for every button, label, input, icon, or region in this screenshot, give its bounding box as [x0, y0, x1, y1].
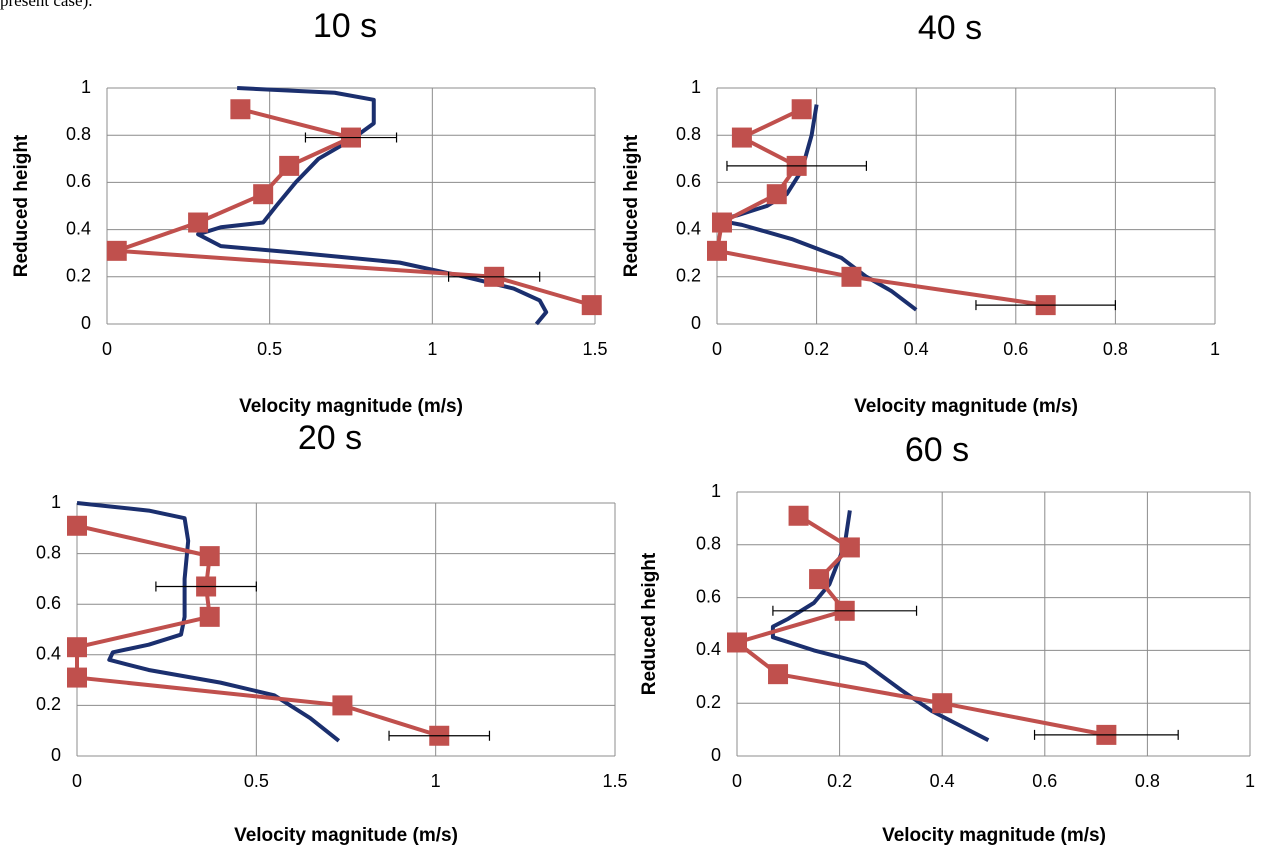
marker [67, 515, 87, 536]
y-tick-label: 0.6 [66, 171, 91, 191]
y-tick-label: 0.4 [696, 639, 721, 659]
error-bar [975, 300, 1116, 311]
marker [707, 240, 727, 261]
y-tick-label: 0.2 [66, 266, 91, 286]
error-bar [448, 271, 541, 282]
y-tick-label: 0.8 [696, 534, 721, 554]
y-axis-label: Reduced height [639, 552, 660, 695]
y-tick-label: 1 [81, 77, 91, 97]
x-tick-label: 0.8 [1103, 339, 1128, 359]
marker [766, 184, 787, 205]
y-tick-label: 0.8 [66, 124, 91, 144]
error-bar [388, 730, 491, 741]
x-tick-label: 0.4 [904, 339, 929, 359]
marker [731, 127, 752, 148]
marker [711, 212, 732, 233]
y-axis-label: Reduced height [621, 134, 642, 277]
chart-title: 40 s [918, 9, 982, 47]
model-curve [76, 501, 341, 743]
model-curve [770, 510, 990, 742]
y-tick-label: 0 [81, 313, 91, 333]
x-tick-label: 1 [431, 771, 441, 791]
x-tick-label: 0.5 [244, 771, 269, 791]
caption: present case). [0, 0, 93, 10]
subplot: 40 s Velocity magnitude (m/s) Reduced heig… [621, 9, 1220, 417]
marker [253, 184, 274, 205]
marker [332, 695, 353, 716]
marker [67, 667, 87, 688]
y-tick-label: 0 [691, 313, 701, 333]
y-tick-label: 0.2 [36, 694, 61, 714]
x-tick-label: 0 [102, 339, 112, 359]
y-tick-label: 1 [51, 492, 61, 512]
marker [188, 212, 209, 233]
x-tick-label: 1.5 [582, 339, 607, 359]
error-bar [304, 132, 398, 143]
marker [199, 606, 220, 627]
x-tick-label: 0.4 [930, 771, 955, 791]
marker [230, 99, 251, 120]
y-tick-label: 0.4 [66, 218, 91, 238]
x-axis-label: Velocity magnitude (m/s) [239, 396, 463, 417]
x-tick-label: 0 [72, 771, 82, 791]
x-axis-label: Velocity magnitude (m/s) [854, 396, 1078, 417]
marker [841, 266, 862, 287]
y-tick-label: 0.6 [676, 171, 701, 191]
chart-title: 20 s [298, 419, 362, 457]
y-tick-label: 0 [51, 745, 61, 765]
y-tick-label: 0.8 [36, 542, 61, 562]
y-axis-label: Reduced height [11, 134, 32, 277]
x-axis-label: Velocity magnitude (m/s) [234, 825, 458, 846]
marker [788, 505, 809, 526]
marker [106, 240, 127, 261]
x-tick-label: 0.2 [804, 339, 829, 359]
x-tick-label: 1.5 [602, 771, 627, 791]
x-tick-label: 0.2 [827, 771, 852, 791]
x-tick-label: 0.6 [1003, 339, 1028, 359]
marker [768, 664, 789, 685]
x-tick-label: 0.6 [1032, 771, 1057, 791]
x-tick-label: 0.5 [257, 339, 282, 359]
y-tick-label: 0.4 [676, 218, 701, 238]
x-tick-label: 0 [712, 339, 722, 359]
subplot: 20 s Velocity magnitude (m/s) 0 0.2 0.4 0.6 0.… [36, 419, 628, 846]
error-bar [1033, 729, 1179, 740]
marker [839, 537, 860, 558]
x-tick-label: 0.8 [1135, 771, 1160, 791]
error-bar [155, 581, 257, 592]
marker [932, 693, 953, 714]
marker [279, 155, 300, 176]
error-bar [726, 160, 867, 171]
model-curve [196, 86, 549, 326]
x-tick-label: 0 [732, 771, 742, 791]
data-line [75, 523, 440, 738]
y-tick-label: 0 [711, 745, 721, 765]
chart-title: 60 s [905, 431, 969, 469]
y-tick-label: 0.8 [676, 124, 701, 144]
marker [791, 99, 812, 120]
chart-title: 10 s [313, 7, 377, 45]
marker [727, 632, 747, 653]
x-tick-label: 1 [1210, 339, 1220, 359]
marker [199, 546, 220, 567]
x-tick-label: 1 [1245, 771, 1255, 791]
marker [67, 637, 87, 658]
marker [581, 295, 602, 316]
y-tick-label: 0.6 [36, 593, 61, 613]
y-tick-label: 1 [691, 77, 701, 97]
x-axis-label: Velocity magnitude (m/s) [882, 825, 1106, 846]
y-tick-label: 0.4 [36, 644, 61, 664]
subplot: 10 s Velocity magnitude (m/s) Reduced heig… [11, 7, 608, 417]
y-tick-label: 0.6 [696, 586, 721, 606]
marker [809, 569, 830, 590]
error-bar [772, 605, 918, 616]
y-tick-label: 0.2 [696, 692, 721, 712]
x-tick-label: 1 [427, 339, 437, 359]
y-tick-label: 0.2 [676, 266, 701, 286]
y-tick-label: 1 [711, 481, 721, 501]
subplot: 60 s Velocity magnitude (m/s) Reduced heig… [639, 431, 1255, 846]
data-line [114, 107, 593, 308]
